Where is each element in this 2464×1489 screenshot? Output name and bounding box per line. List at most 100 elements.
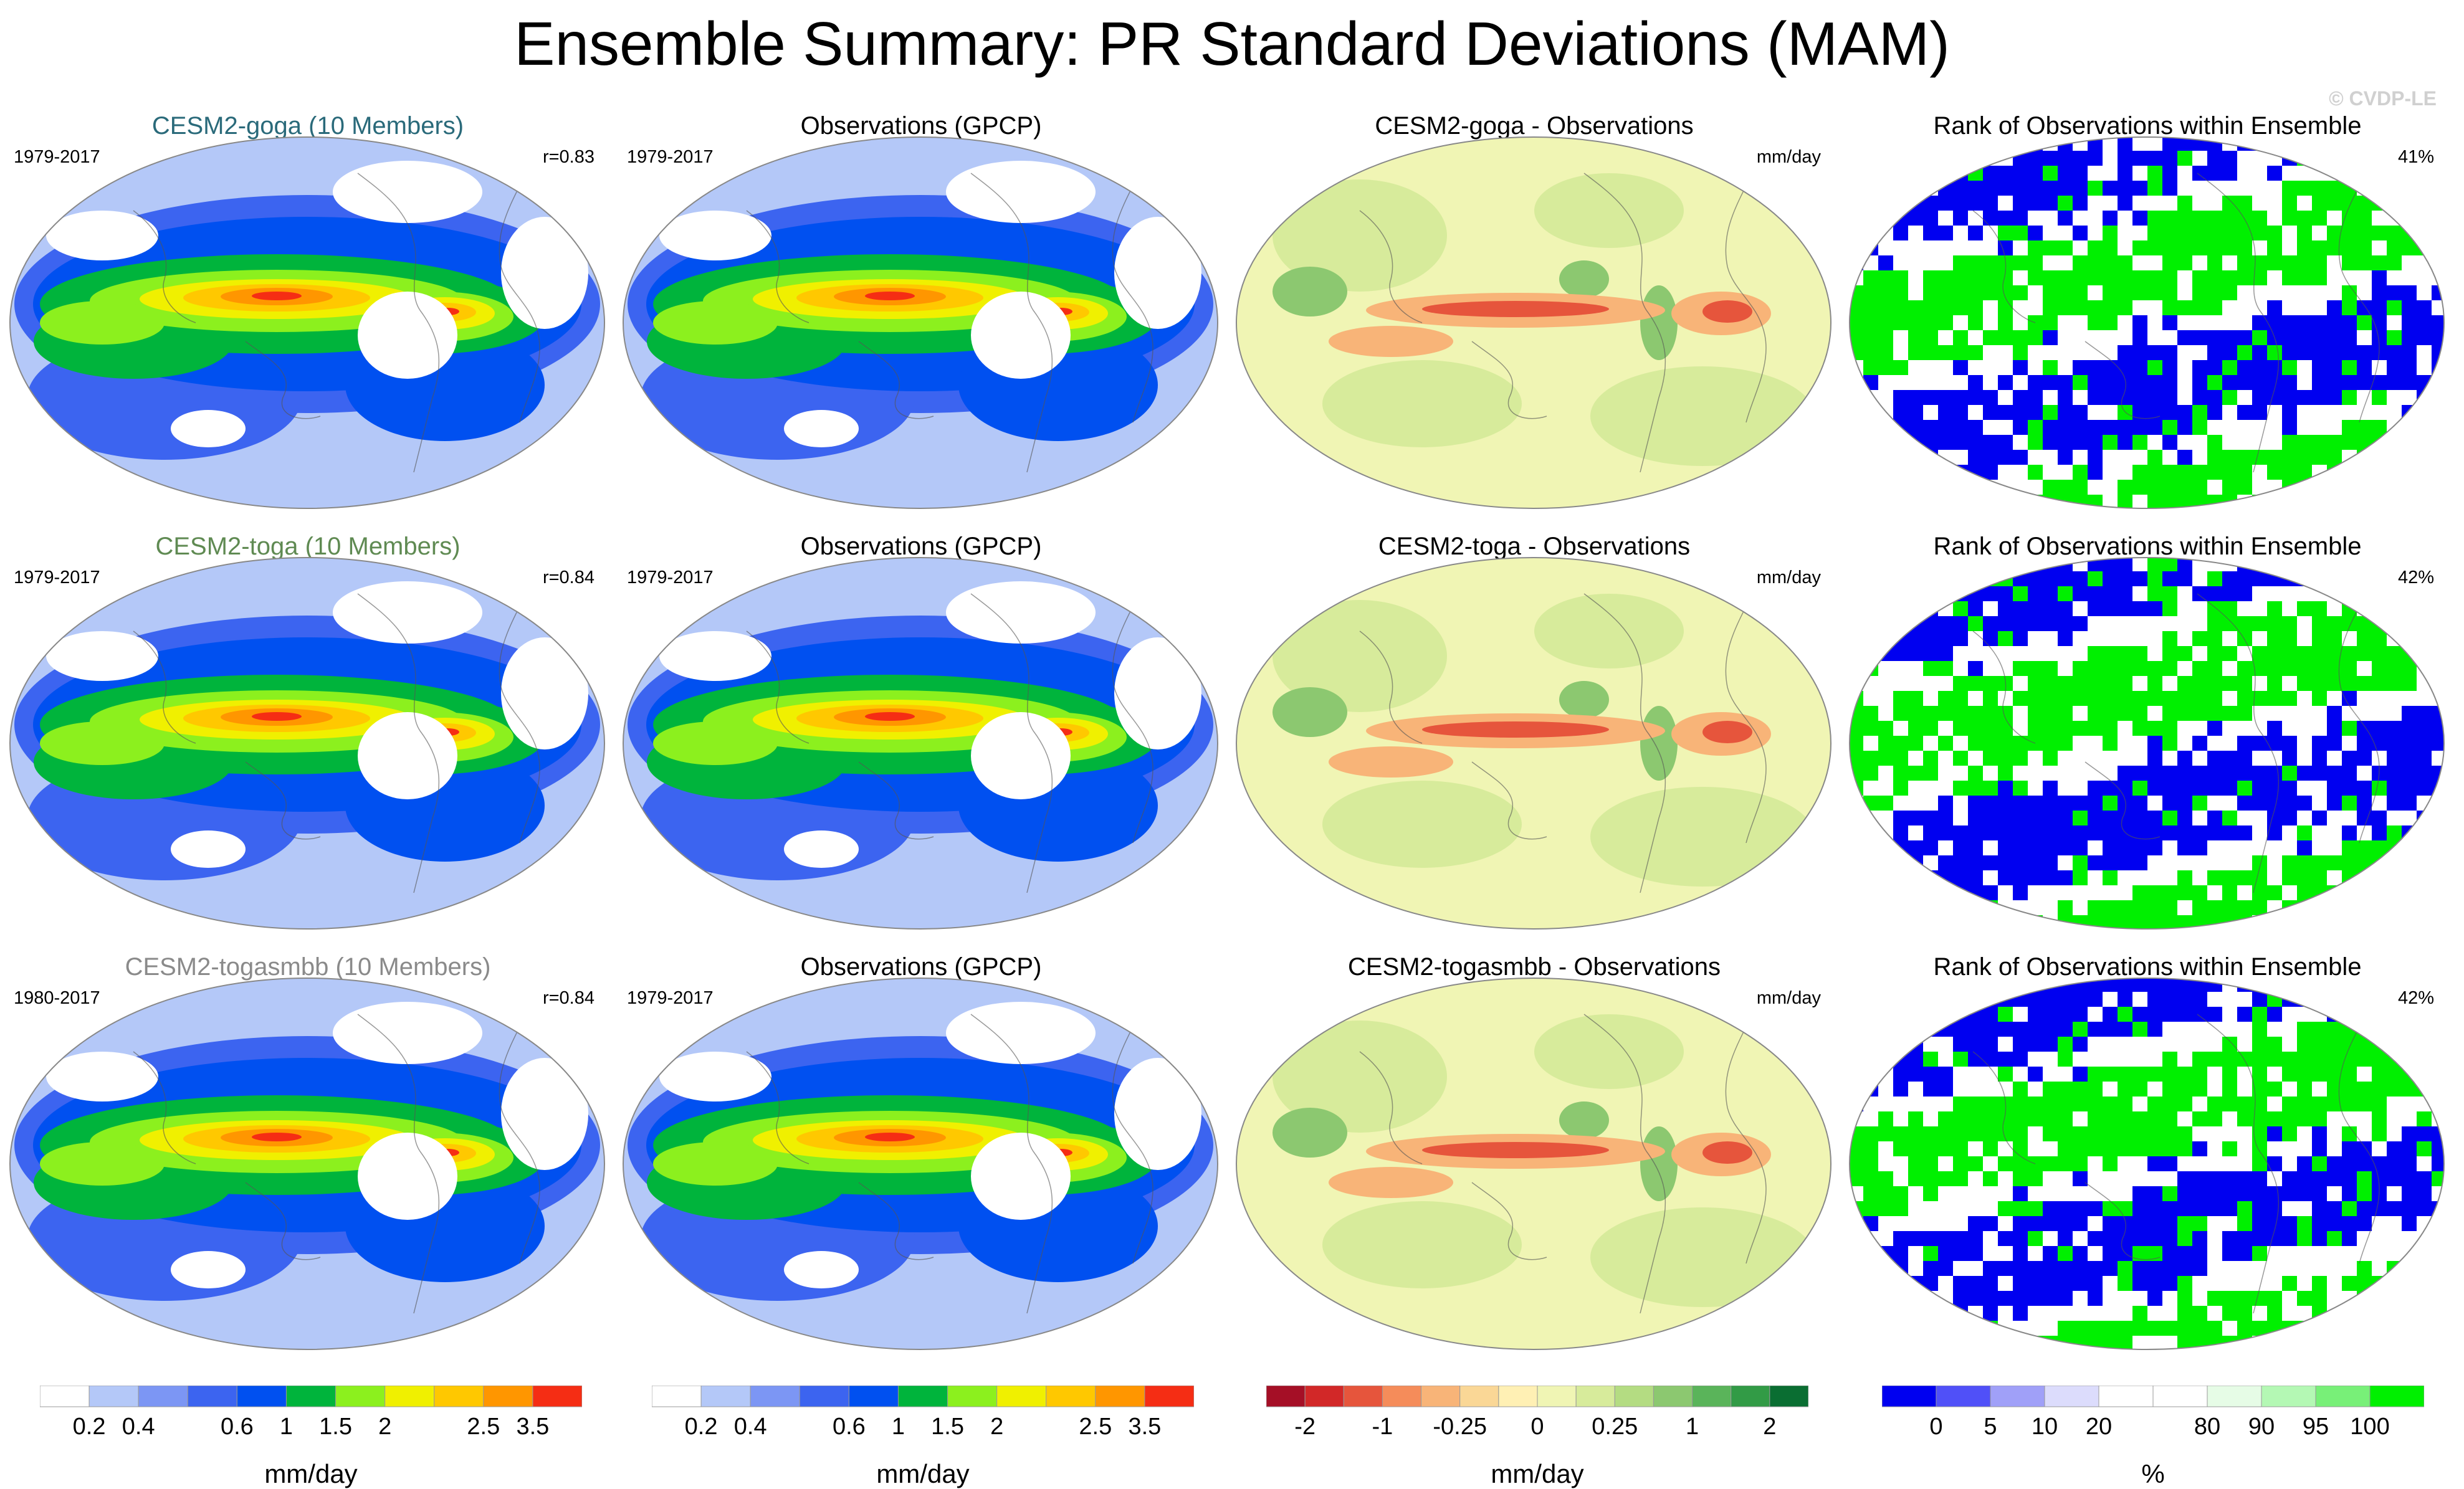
- colorbar-tick-label: 1: [892, 1414, 905, 1440]
- world-map: [9, 557, 606, 930]
- colorbar-swatch: [1769, 1385, 1809, 1407]
- panel-rank-row1: Rank of Observations within Ensemble 41%: [1842, 112, 2453, 530]
- panel-period: 1979-2017: [627, 147, 714, 167]
- colorbar-tick-label: 0.25: [1592, 1414, 1638, 1440]
- coastline: [1725, 185, 1767, 423]
- panel-stat: r=0.84: [542, 988, 595, 1008]
- colorbar-swatch: [1653, 1385, 1693, 1407]
- panel-title: CESM2-toga (10 Members): [155, 533, 461, 560]
- colorbar-1: 0.2 0.4 0.6 1 1.5 2 2.5 3.5 mm/day: [39, 1385, 583, 1488]
- coastline: [357, 173, 440, 473]
- panel-title: Observations (GPCP): [800, 953, 1042, 981]
- colorbar-swatch: [2098, 1385, 2154, 1407]
- world-map: [622, 978, 1219, 1350]
- colorbar-swatch: [1144, 1385, 1195, 1407]
- panel-stat: 42%: [2397, 988, 2434, 1008]
- precip-field: [10, 137, 604, 508]
- coastline: [746, 210, 809, 323]
- coastline: [2338, 606, 2380, 844]
- colorbar-swatch: [384, 1385, 435, 1407]
- precip-field: [623, 558, 1218, 929]
- colorbar-swatches: -2 -1 -0.25 0 0.25 1 2: [1266, 1385, 1809, 1440]
- coastline: [1583, 1014, 1666, 1314]
- colorbar-swatch: [1575, 1385, 1615, 1407]
- colorbar-swatch: [2207, 1385, 2262, 1407]
- panel-obs-row1: Observations (GPCP) 1979-2017: [616, 112, 1226, 530]
- colorbar-tick-label: 10: [2032, 1414, 2058, 1440]
- colorbar-swatch: [750, 1385, 800, 1407]
- coastline: [2084, 341, 2161, 419]
- coastline: [1972, 210, 2036, 323]
- map-outline: [1235, 978, 1832, 1350]
- panel-title: CESM2-goga - Observations: [1375, 112, 1694, 140]
- coastline: [1471, 761, 1547, 840]
- colorbar-swatches: 0 5 10 20 80 90 95 100: [1881, 1385, 2425, 1440]
- colorbar-swatches: 0.2 0.4 0.6 1 1.5 2 2.5 3.5: [39, 1385, 583, 1440]
- coastline: [1471, 341, 1547, 419]
- colorbar-swatch: [1382, 1385, 1422, 1407]
- difference-field: [1236, 137, 1831, 508]
- coastline: [499, 606, 540, 844]
- panel-units: mm/day: [1756, 147, 1821, 167]
- colorbar-units-label: mm/day: [264, 1459, 358, 1488]
- coastline: [2197, 173, 2280, 473]
- panel-title: CESM2-togasmbb (10 Members): [125, 953, 491, 981]
- panel-title: CESM2-toga - Observations: [1378, 533, 1691, 560]
- coastline: [245, 761, 321, 840]
- colorbar-swatch: [651, 1385, 702, 1407]
- world-map: [1848, 978, 2445, 1350]
- panel-stat: r=0.83: [542, 147, 595, 167]
- panel-title: Rank of Observations within Ensemble: [1933, 533, 2362, 560]
- map-outline: [1848, 136, 2445, 509]
- coastline: [1359, 1051, 1423, 1164]
- panel-obs-row2: Observations (GPCP) 1979-2017: [616, 533, 1226, 950]
- panel-period: 1979-2017: [627, 568, 714, 588]
- coastline: [858, 761, 934, 840]
- colorbar-swatch: [1498, 1385, 1538, 1407]
- coastline: [1583, 593, 1666, 893]
- coastline: [2338, 1026, 2380, 1264]
- difference-field: [1236, 978, 1831, 1349]
- world-map: [1235, 557, 1832, 930]
- colorbar-swatch: [1343, 1385, 1383, 1407]
- panel-model-row3: CESM2-togasmbb (10 Members) 1980-2017 r=0.…: [2, 953, 613, 1371]
- panel-title: CESM2-goga (10 Members): [151, 112, 464, 140]
- colorbar-tick-label: 95: [2303, 1414, 2329, 1440]
- panel-stat: 41%: [2397, 147, 2434, 167]
- colorbar-tick-label: 1: [280, 1414, 293, 1440]
- colorbar-swatch: [2261, 1385, 2316, 1407]
- coastline: [357, 1014, 440, 1314]
- colorbar-tick-label: 0.4: [734, 1414, 767, 1440]
- colorbar-swatch: [187, 1385, 237, 1407]
- colorbar-tick-label: 0.2: [73, 1414, 106, 1440]
- coastline: [1471, 1182, 1547, 1260]
- colorbar-tick-label: 1: [1686, 1414, 1699, 1440]
- coastline: [1725, 606, 1767, 844]
- colorbar-swatch: [39, 1385, 90, 1407]
- map-outline: [1235, 136, 1832, 509]
- coastline: [357, 593, 440, 893]
- colorbar-swatch: [483, 1385, 533, 1407]
- coastline: [2197, 593, 2280, 893]
- coastline: [245, 341, 321, 419]
- coastline: [858, 1182, 934, 1260]
- colorbar-swatch: [1731, 1385, 1770, 1407]
- panel-period: 1979-2017: [14, 147, 100, 167]
- colorbar-swatch: [138, 1385, 188, 1407]
- colorbar-swatch: [285, 1385, 337, 1407]
- coastline: [746, 1051, 809, 1164]
- world-map: [9, 136, 606, 509]
- map-outline: [1848, 978, 2445, 1350]
- precip-field: [10, 978, 604, 1349]
- difference-field: [1236, 558, 1831, 929]
- colorbar-tick-label: -2: [1294, 1414, 1316, 1440]
- colorbar-swatch: [897, 1385, 948, 1407]
- world-map: [622, 136, 1219, 509]
- colorbar-tick-label: 5: [1984, 1414, 1997, 1440]
- world-map: [1848, 557, 2445, 930]
- colorbar-tick-label: 20: [2086, 1414, 2112, 1440]
- panel-rank-row2: Rank of Observations within Ensemble 42%: [1842, 533, 2453, 950]
- colorbar-tick-label: 3.5: [516, 1414, 549, 1440]
- colorbar-units-label: mm/day: [876, 1459, 970, 1488]
